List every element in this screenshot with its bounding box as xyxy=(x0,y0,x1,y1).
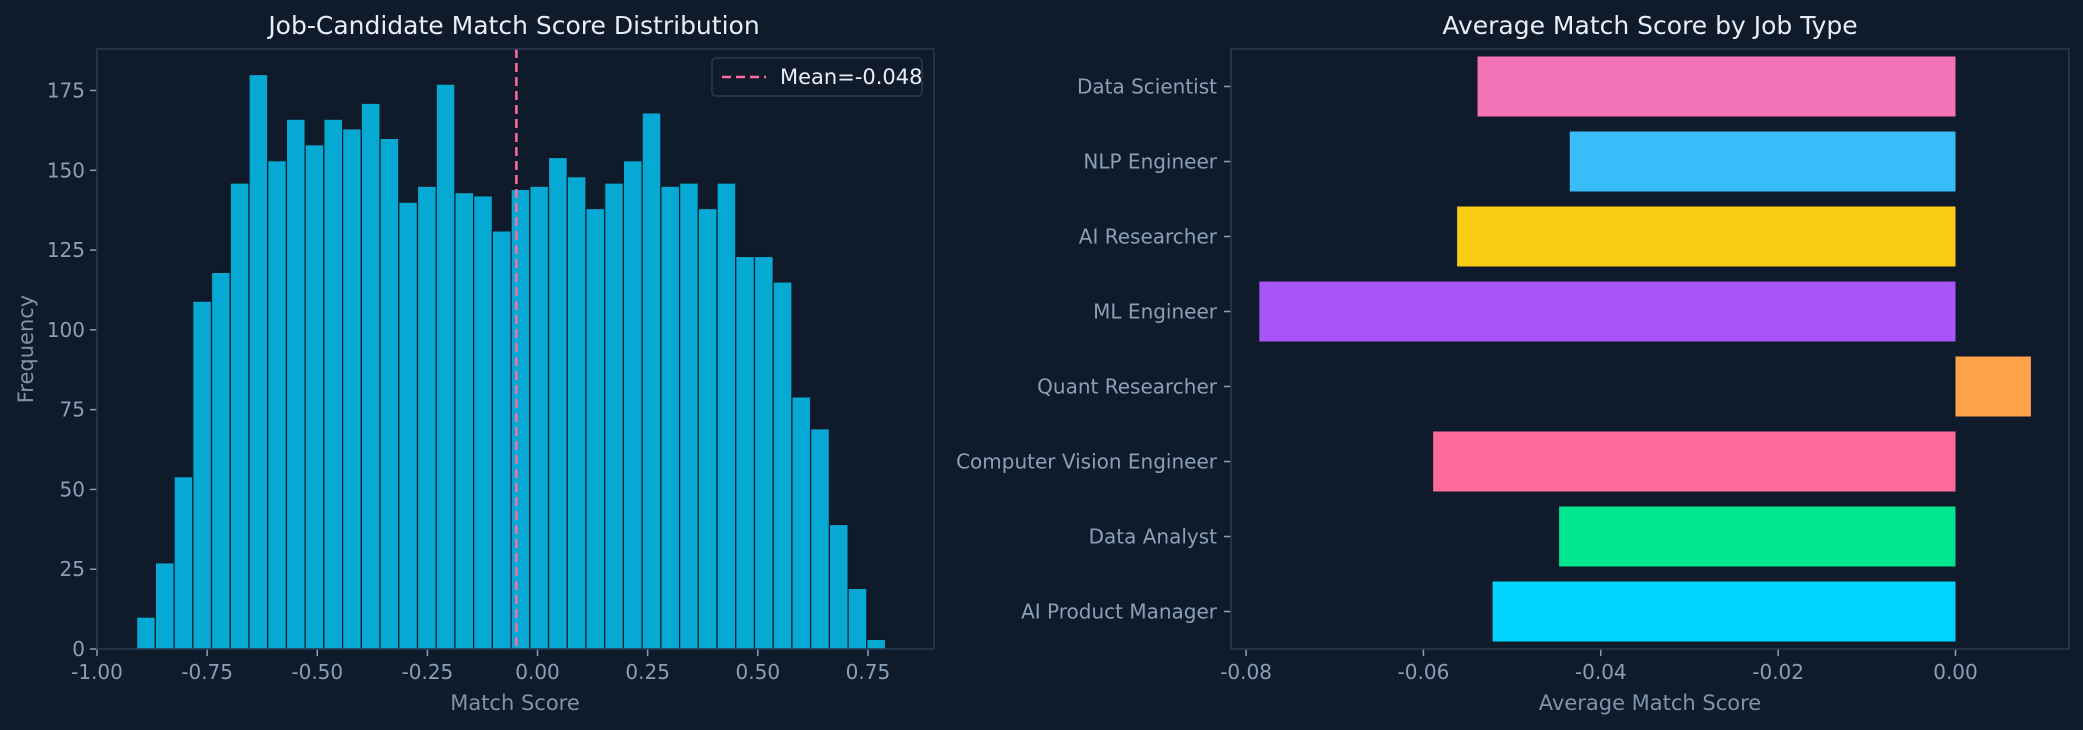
histogram-bar xyxy=(341,128,362,650)
histogram-bar xyxy=(360,102,381,650)
job-type-bar-chart: Average Match Score by Job Type Data Sci… xyxy=(956,11,2070,715)
histogram-bar xyxy=(398,201,419,650)
histogram-bar xyxy=(753,255,774,650)
histogram-bar xyxy=(210,271,231,650)
histogram-bar xyxy=(660,185,681,650)
histogram-bar xyxy=(641,112,662,650)
job-type-bar xyxy=(1457,206,1956,267)
histogram-ytick-label: 50 xyxy=(60,477,85,501)
histogram-bar xyxy=(529,185,550,650)
job-type-category-label: Quant Researcher xyxy=(1037,375,1218,399)
histogram-chart: Job-Candidate Match Score Distribution 0… xyxy=(14,11,935,715)
histogram-ytick-label: 75 xyxy=(60,398,85,422)
histogram-title: Job-Candidate Match Score Distribution xyxy=(266,11,759,40)
histogram-bar xyxy=(772,281,793,650)
histogram-plot-frame xyxy=(96,48,935,650)
job-type-bar xyxy=(1433,431,1956,492)
histogram-xtick-label: -0.25 xyxy=(402,660,454,684)
histogram-bar xyxy=(454,192,475,650)
histogram-xtick-label: 0.00 xyxy=(515,660,560,684)
histogram-bar xyxy=(735,255,756,650)
job-type-xtick-label: -0.08 xyxy=(1220,660,1272,684)
job-type-xtick-label: -0.02 xyxy=(1752,660,1804,684)
histogram-ytick-label: 25 xyxy=(60,557,85,581)
histogram-bar xyxy=(510,188,531,650)
histogram-xtick-label: 0.75 xyxy=(846,660,891,684)
job-type-bar xyxy=(1477,56,1956,117)
histogram-ytick-label: 100 xyxy=(47,318,85,342)
job-type-chart-title: Average Match Score by Job Type xyxy=(1442,11,1857,40)
histogram-bar xyxy=(585,207,606,650)
histogram-xtick-label: 0.25 xyxy=(625,660,670,684)
histogram-bar xyxy=(136,616,156,650)
histogram-bar xyxy=(678,182,699,650)
histogram-bar xyxy=(697,207,718,650)
histogram-bar xyxy=(491,230,512,650)
histogram-bar xyxy=(435,83,456,650)
job-type-category-label: ML Engineer xyxy=(1093,300,1218,324)
histogram-bar xyxy=(716,182,737,650)
histogram-bar xyxy=(379,137,400,650)
job-type-bar xyxy=(1569,131,1956,192)
histogram-bar xyxy=(173,476,194,650)
legend-box xyxy=(711,57,923,97)
histogram-bar xyxy=(847,587,868,650)
job-type-category-label: Computer Vision Engineer xyxy=(956,450,1218,474)
histogram-bar xyxy=(323,118,344,650)
histogram-ytick-label: 150 xyxy=(47,158,85,182)
job-type-category-label: AI Researcher xyxy=(1079,225,1218,249)
histogram-bar xyxy=(192,300,213,650)
job-type-category-label: NLP Engineer xyxy=(1083,150,1217,174)
histogram-xtick-label: -0.50 xyxy=(291,660,343,684)
histogram-xtick-label: 0.50 xyxy=(736,660,781,684)
histogram-bar xyxy=(304,144,325,650)
job-type-category-label: Data Scientist xyxy=(1077,75,1217,99)
job-type-xlabel: Average Match Score xyxy=(1539,691,1761,715)
histogram-ytick-label: 0 xyxy=(72,637,85,661)
histogram-ylabel: Frequency xyxy=(14,295,38,404)
histogram-ytick-label: 125 xyxy=(47,238,85,262)
histogram-xtick-label: -1.00 xyxy=(71,660,123,684)
job-type-xtick-label: 0.00 xyxy=(1933,660,1978,684)
job-type-category-label: AI Product Manager xyxy=(1021,600,1218,624)
histogram-bar xyxy=(810,428,830,650)
histogram-bar xyxy=(285,118,306,650)
histogram-ytick-label: 175 xyxy=(47,78,85,102)
job-type-bar xyxy=(1559,506,1956,567)
histogram-xtick-label: -0.75 xyxy=(181,660,233,684)
job-type-category-label: Data Analyst xyxy=(1089,525,1218,549)
histogram-xlabel: Match Score xyxy=(450,691,580,715)
histogram-bar xyxy=(248,73,269,650)
job-type-bar xyxy=(1955,356,2031,417)
job-type-xtick-label: -0.06 xyxy=(1398,660,1450,684)
histogram-bar xyxy=(154,562,175,650)
histogram-bar xyxy=(229,182,250,650)
legend-mean-label: Mean=-0.048 xyxy=(780,65,923,89)
job-type-bar xyxy=(1259,281,1956,342)
histogram-bar xyxy=(416,185,437,650)
histogram-bar xyxy=(791,396,812,650)
histogram-bar xyxy=(547,156,568,650)
histogram-bar xyxy=(267,160,288,650)
histogram-bar xyxy=(566,176,587,650)
job-type-xtick-label: -0.04 xyxy=(1575,660,1627,684)
histogram-legend: Mean=-0.048 xyxy=(711,57,923,97)
histogram-bar xyxy=(622,160,643,650)
histogram-bar xyxy=(473,195,493,650)
histogram-bar xyxy=(866,638,887,650)
job-type-plot-frame xyxy=(1230,48,2070,650)
job-type-bar xyxy=(1492,581,1956,642)
histogram-bar xyxy=(828,523,849,650)
histogram-bar xyxy=(604,182,625,650)
